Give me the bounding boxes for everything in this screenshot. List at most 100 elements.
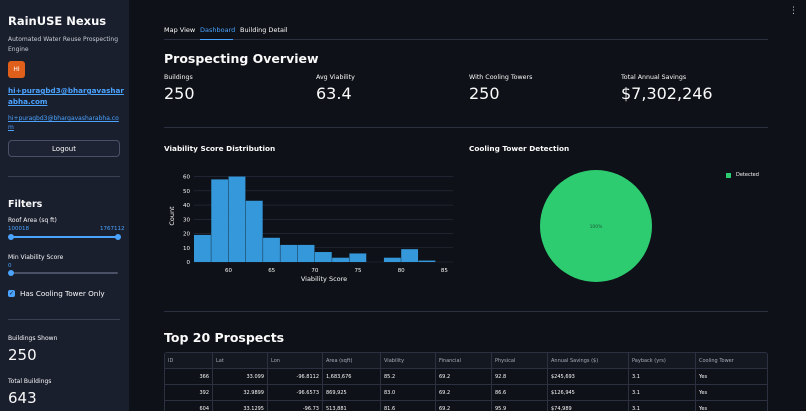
table-cell: 33.1295 <box>213 401 268 411</box>
table-cell: 33.099 <box>213 369 268 385</box>
min-viability-slider[interactable] <box>8 270 118 276</box>
cooling-tower-pie-chart: 100% <box>540 170 652 282</box>
column-header[interactable]: Annual Savings ($) <box>548 353 629 369</box>
x-tick-label: 85 <box>441 268 448 274</box>
tab-building-detail[interactable]: Building Detail <box>240 26 288 34</box>
table-cell: 3.1 <box>629 401 696 411</box>
pie-slice-label: 100% <box>590 224 604 230</box>
roof-area-slider[interactable] <box>8 234 121 240</box>
histogram-bar[interactable] <box>332 257 349 262</box>
column-header[interactable]: Physical <box>492 353 548 369</box>
histogram-bar[interactable] <box>228 176 246 262</box>
table-header-row: ID Lat Lon Area (sqft) Viability Financial Phy… <box>165 353 767 369</box>
histogram-x-axis-label: Viability Score <box>301 275 347 283</box>
metric-cooling-towers-value: 250 <box>469 84 500 103</box>
section-divider <box>164 127 768 128</box>
table-cell: 1,683,676 <box>323 369 381 385</box>
histogram-bar[interactable] <box>263 237 280 262</box>
total-buildings-label: Total Buildings <box>8 378 52 385</box>
x-tick-label: 60 <box>225 268 232 274</box>
min-viability-value: 0 <box>8 263 12 269</box>
table-row[interactable]: 604 33.1295 -96.73 513,881 81.6 69.2 95.9 $74,9… <box>165 401 767 411</box>
cooling-tower-checkbox-label[interactable]: Has Cooling Tower Only <box>20 289 105 298</box>
roof-area-max-value: 1767112 <box>100 226 125 232</box>
column-header[interactable]: Lon <box>268 353 323 369</box>
user-email-link[interactable]: hi+puragbd3@bhargavasharabha.com <box>8 86 124 106</box>
user-email-secondary-link[interactable]: hi+puragbd3@bhargavasharabha.com <box>8 115 119 131</box>
table-cell: 366 <box>165 369 213 385</box>
filters-heading: Filters <box>8 199 43 210</box>
sidebar: RainUSE Nexus Automated Water Reuse Pros… <box>0 0 129 411</box>
table-cell: 81.6 <box>381 401 436 411</box>
legend-label-detected[interactable]: Detected <box>736 172 759 178</box>
more-options-icon[interactable]: ⋮ <box>789 6 798 16</box>
roof-area-label: Roof Area (sq ft) <box>8 217 57 224</box>
histogram-bar[interactable] <box>297 244 315 262</box>
metric-annual-savings-value: $7,302,246 <box>621 84 713 103</box>
y-tick-label: 60 <box>183 175 190 181</box>
table-cell: Yes <box>696 369 767 385</box>
tab-map-view[interactable]: Map View <box>164 26 196 34</box>
table-cell: 69.2 <box>436 401 492 411</box>
tab-dashboard[interactable]: Dashboard <box>200 26 236 34</box>
cooling-tower-checkbox[interactable]: ✓ <box>8 290 15 297</box>
roof-area-min-value: 100018 <box>8 226 29 232</box>
y-tick-label: 20 <box>183 232 190 238</box>
pie-title: Cooling Tower Detection <box>469 144 570 153</box>
column-header[interactable]: Payback (yrs) <box>629 353 696 369</box>
column-header[interactable]: Financial <box>436 353 492 369</box>
app-title: RainUSE Nexus <box>8 14 107 28</box>
y-tick-label: 10 <box>183 246 190 252</box>
column-header[interactable]: Cooling Tower <box>696 353 767 369</box>
y-tick-label: 0 <box>187 260 191 266</box>
column-header[interactable]: Lat <box>213 353 268 369</box>
histogram-y-axis-label: Count <box>168 206 176 226</box>
column-header[interactable]: ID <box>165 353 213 369</box>
column-header[interactable]: Viability <box>381 353 436 369</box>
metric-cooling-towers-label: With Cooling Towers <box>469 74 533 81</box>
column-header[interactable]: Area (sqft) <box>323 353 381 369</box>
total-buildings-value: 643 <box>8 389 37 407</box>
app-subtitle: Automated Water Reuse Prospecting Engine <box>8 36 119 53</box>
pie-slice-detected[interactable] <box>540 170 652 282</box>
histogram-bar[interactable] <box>280 244 298 262</box>
table-row[interactable]: 366 33.099 -96.8112 1,683,676 85.2 69.2 92.8 $2… <box>165 369 767 385</box>
histogram-bar[interactable] <box>349 253 367 262</box>
histogram-bars <box>194 176 436 262</box>
roof-area-min-handle[interactable] <box>8 234 14 240</box>
histogram-bar[interactable] <box>211 179 229 262</box>
table-cell: 604 <box>165 401 213 411</box>
histogram-bar[interactable] <box>383 257 401 262</box>
logout-button[interactable]: Logout <box>8 140 120 157</box>
table-cell: $126,945 <box>548 385 629 401</box>
legend-swatch-detected[interactable] <box>726 173 731 178</box>
roof-area-max-handle[interactable] <box>115 234 121 240</box>
histogram-bar[interactable] <box>418 260 436 262</box>
table-cell: 392 <box>165 385 213 401</box>
roof-area-slider-fill <box>11 236 118 238</box>
histogram-bar[interactable] <box>245 200 263 262</box>
histogram-bar[interactable] <box>314 252 332 262</box>
sidebar-divider <box>8 319 120 320</box>
histogram-bar[interactable] <box>401 249 419 262</box>
table-row[interactable]: 392 32.9899 -96.6573 869,925 83.0 69.2 86.6 $12… <box>165 385 767 401</box>
table-cell: 869,925 <box>323 385 381 401</box>
buildings-shown-label: Buildings Shown <box>8 335 58 342</box>
table-cell: 86.6 <box>492 385 548 401</box>
top-prospects-table[interactable]: ID Lat Lon Area (sqft) Viability Financial Phy… <box>164 352 768 411</box>
table-cell: 83.0 <box>381 385 436 401</box>
table-cell: -96.8112 <box>268 369 323 385</box>
histogram-x-ticks: 60 65 70 75 80 85 <box>225 268 448 274</box>
table-cell: $74,989 <box>548 401 629 411</box>
metric-avg-viability-label: Avg Viability <box>316 74 355 81</box>
table-cell: 95.9 <box>492 401 548 411</box>
table-cell: 85.2 <box>381 369 436 385</box>
active-tab-indicator <box>200 38 233 40</box>
histogram-bar[interactable] <box>194 234 211 262</box>
min-viability-handle[interactable] <box>8 270 14 276</box>
histogram-title: Viability Score Distribution <box>164 144 276 153</box>
y-tick-label: 50 <box>183 189 190 195</box>
viability-histogram: 0 10 20 30 40 50 60 60 65 70 75 80 85 Viability Sco… <box>168 175 453 283</box>
metric-buildings-label: Buildings <box>164 74 193 81</box>
table-cell: 92.8 <box>492 369 548 385</box>
